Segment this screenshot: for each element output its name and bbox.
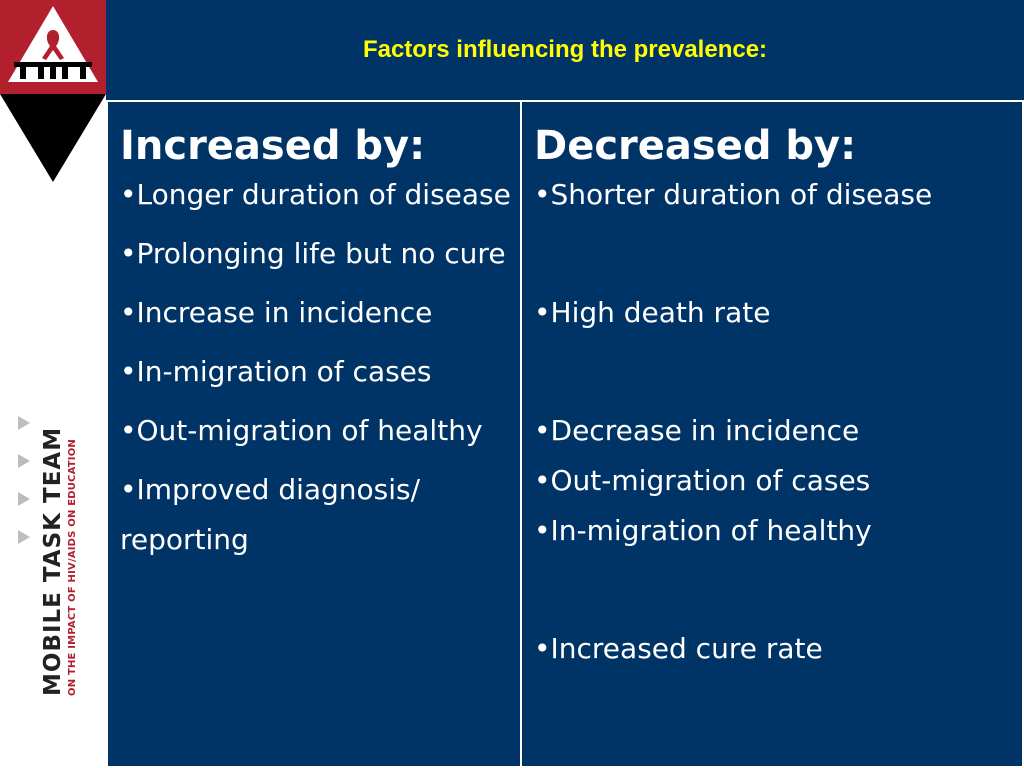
list-item: In-migration of cases — [120, 347, 520, 397]
arrow-right-icon — [18, 492, 30, 506]
list-item: Longer duration of disease — [120, 170, 520, 220]
mtt-logo-icon — [0, 0, 106, 182]
decreased-list: Shorter duration of disease High death r… — [522, 170, 1022, 674]
slide-header: Factors influencing the prevalence: — [106, 0, 1024, 100]
list-item: Prolonging life but no cure — [120, 229, 520, 279]
brand-name: MOBILE TASK TEAM — [40, 426, 66, 696]
arrow-right-icon — [18, 454, 30, 468]
increased-column: Increased by: Longer duration of disease… — [106, 100, 522, 768]
decorative-arrows — [18, 416, 38, 546]
brand-tagline: ON THE IMPACT OF HIV/AIDS ON EDUCATION — [67, 439, 78, 696]
factors-table: Increased by: Longer duration of disease… — [106, 100, 1024, 768]
spacer — [534, 338, 1022, 406]
sidebar: MOBILE TASK TEAM ON THE IMPACT OF HIV/AI… — [0, 0, 106, 768]
list-item: Improved diagnosis/ reporting — [120, 465, 520, 565]
list-item: Increased cure rate — [534, 624, 1022, 674]
spacer — [534, 556, 1022, 624]
list-item: Increase in incidence — [120, 288, 520, 338]
decreased-heading: Decreased by: — [534, 123, 857, 169]
arrow-right-icon — [18, 530, 30, 544]
increased-list: Longer duration of disease Prolonging li… — [108, 170, 520, 565]
arrow-right-icon — [18, 416, 30, 430]
list-item: In-migration of healthy — [534, 506, 1022, 556]
list-item: Shorter duration of disease — [534, 170, 1022, 220]
brand-vertical: MOBILE TASK TEAM ON THE IMPACT OF HIV/AI… — [40, 412, 88, 696]
list-item: Out-migration of cases — [534, 456, 1022, 506]
increased-heading: Increased by: — [120, 123, 426, 169]
list-item: Out-migration of healthy — [120, 406, 520, 456]
spacer — [534, 220, 1022, 288]
list-item: Decrease in incidence — [534, 406, 1022, 456]
list-item: High death rate — [534, 288, 1022, 338]
decreased-column: Decreased by: Shorter duration of diseas… — [520, 100, 1024, 768]
slide-title: Factors influencing the prevalence: — [362, 36, 768, 63]
